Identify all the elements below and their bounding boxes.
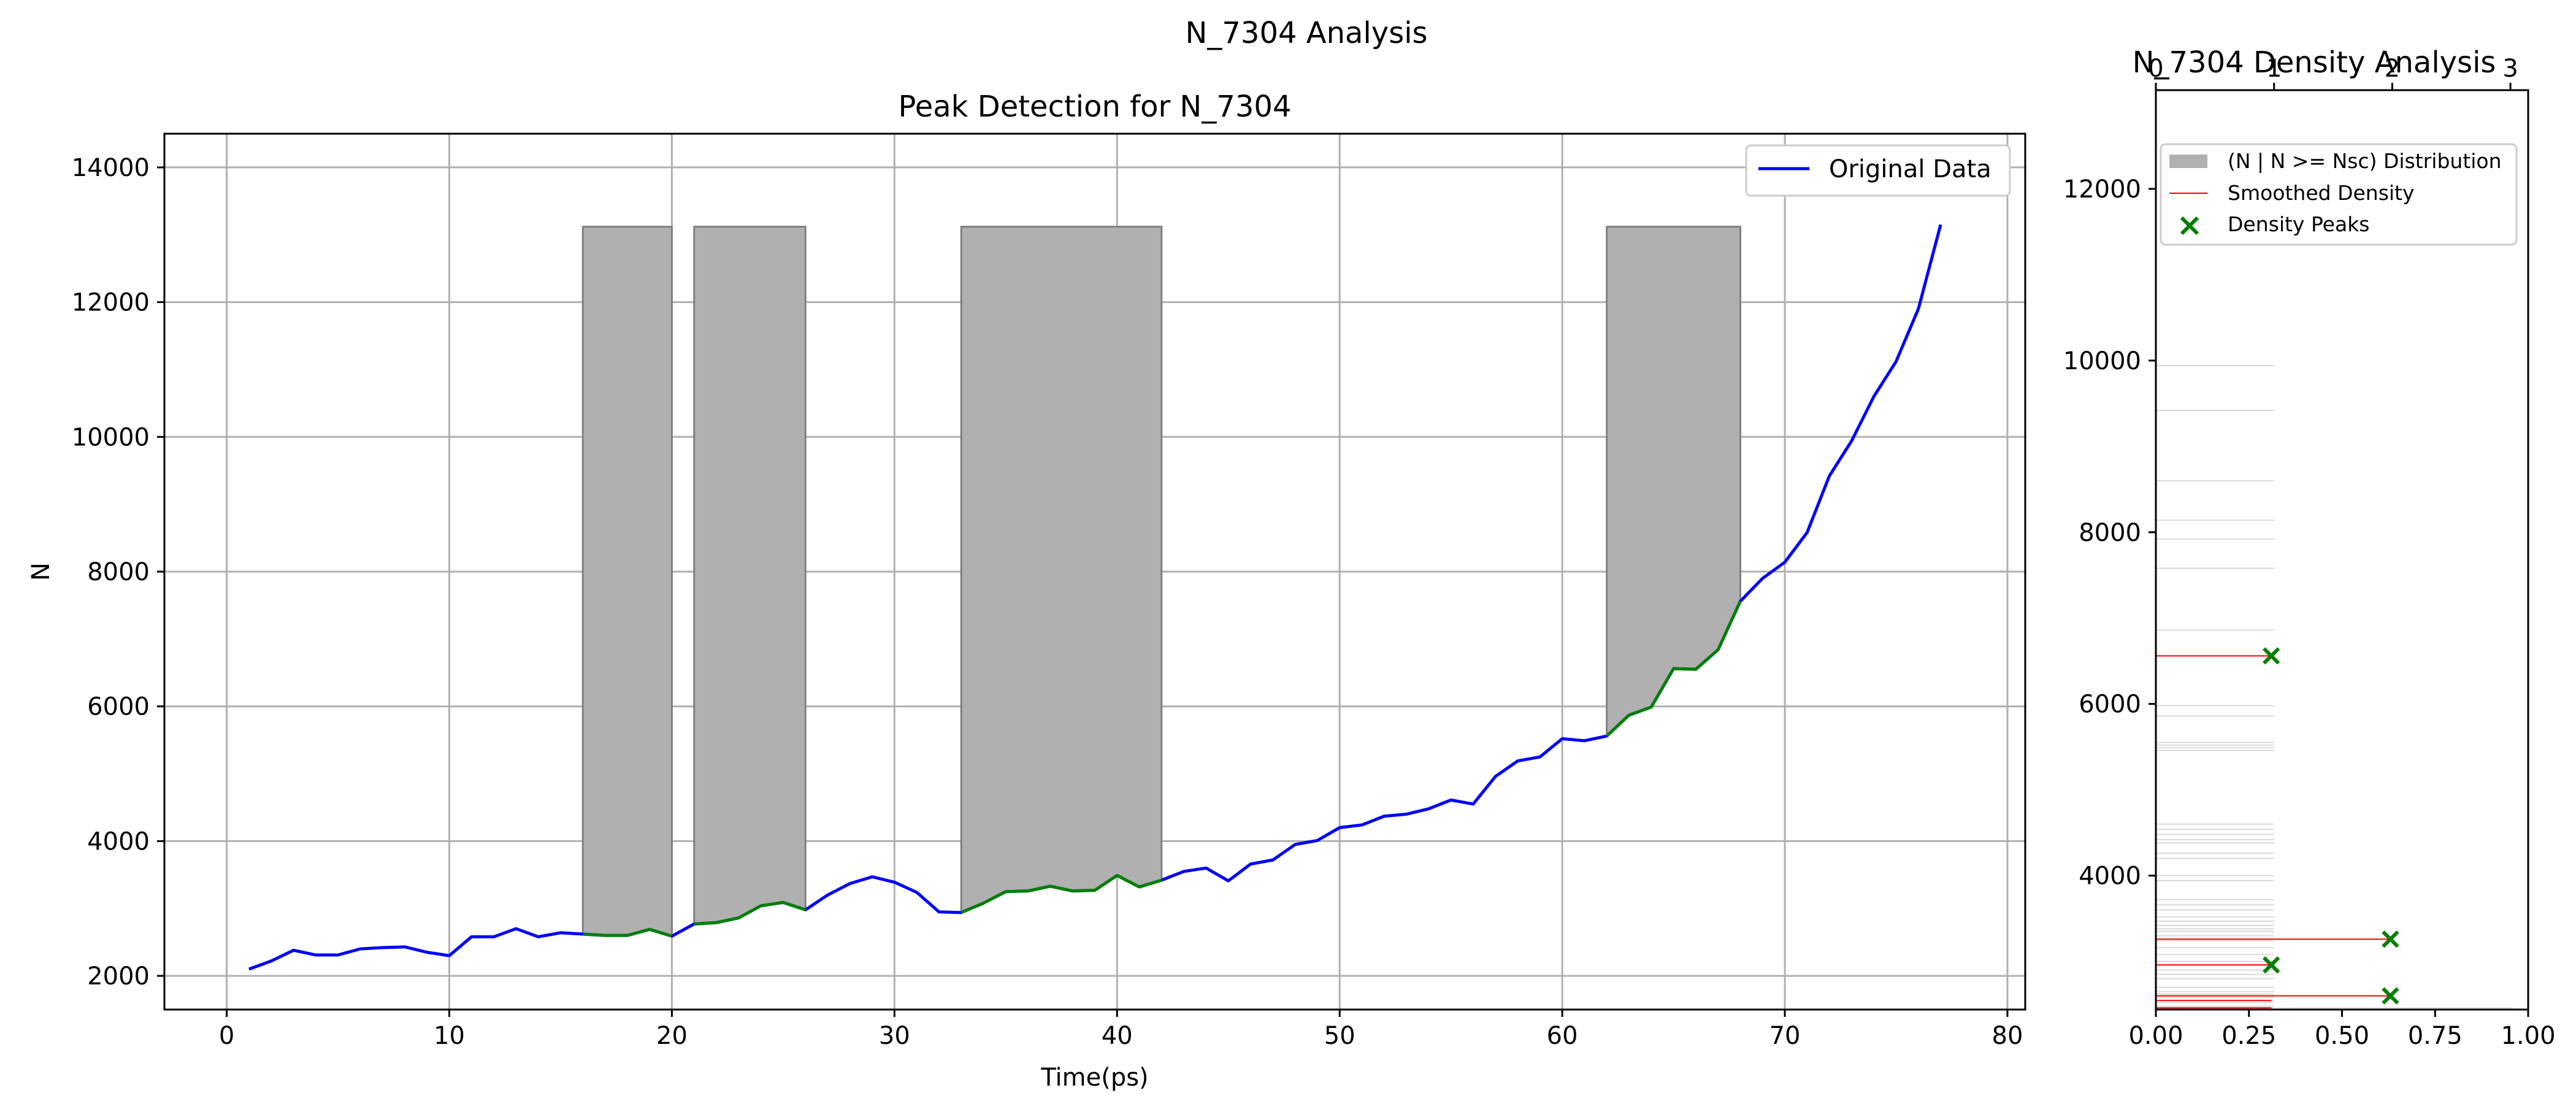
density-plot-frame (2155, 89, 2529, 1011)
density-chart: N_7304 Density Analysis 0.00 0.25 0.50 0.75… (2063, 45, 2556, 1050)
highlight-segment (694, 900, 806, 926)
shaded-regions (581, 226, 1741, 938)
density-y-tick-label: 12000 (2063, 175, 2141, 204)
y-tick-label: 12000 (72, 289, 150, 317)
main-legend: Original Data (1745, 144, 2011, 197)
x-tick-label: 0 (219, 1022, 234, 1050)
legend-distribution: (N | N >= Nsc) Distribution (2228, 149, 2502, 173)
density-peak-marker (2263, 647, 2280, 665)
density-x-tick-label: 1.00 (2501, 1022, 2555, 1050)
density-top-tick-label: 1 (2266, 55, 2282, 83)
x-tick-label: 40 (1102, 1022, 1133, 1050)
smoothed-density-lines (2156, 655, 2391, 1009)
shaded-region (1606, 226, 1741, 738)
density-peak-marker (2382, 930, 2399, 948)
density-legend-box (2160, 143, 2518, 246)
distribution-swatch (2169, 155, 2207, 168)
density-x-tick-label: 0.00 (2128, 1022, 2183, 1050)
density-x-tick-label: 0.75 (2408, 1022, 2463, 1050)
density-x-tick-label: 0.50 (2315, 1022, 2369, 1050)
legend-density-peaks: Density Peaks (2228, 212, 2370, 236)
highlight-segment (960, 873, 1162, 914)
main-chart-title: Peak Detection for N_7304 (899, 90, 1292, 124)
y-axis-label: N (27, 562, 55, 581)
main-line-chart: Peak Detection for N_7304 0 10 20 30 40 50 60 7… (27, 90, 2026, 1092)
density-legend: (N | N >= Nsc) Distribution Smoothed Den… (2160, 143, 2518, 246)
highlight-segment (583, 927, 673, 938)
x-axis-label: Time(ps) (1040, 1064, 1148, 1092)
y-tick-label: 6000 (87, 693, 150, 721)
density-y-tick-label: 8000 (2079, 519, 2141, 547)
shaded-region (960, 226, 1163, 914)
x-tick-label: 50 (1324, 1022, 1355, 1050)
shaded-region (693, 226, 807, 926)
main-series (248, 224, 1942, 971)
x-tick-label: 20 (656, 1022, 688, 1050)
density-top-tick-label: 0 (2148, 55, 2163, 83)
legend-original-data: Original Data (1829, 155, 1991, 183)
density-chart-title: N_7304 Density Analysis (2133, 45, 2496, 80)
density-peak-markers (2263, 647, 2399, 1005)
y-tick-label: 10000 (72, 423, 150, 451)
y-tick-label: 2000 (87, 962, 150, 991)
main-plot-frame (163, 132, 2026, 1011)
density-y-tick-label: 6000 (2079, 691, 2141, 719)
shaded-region (581, 226, 673, 938)
y-tick-label: 8000 (87, 558, 150, 586)
density-peak-marker (2263, 956, 2280, 974)
density-tick-labels: 0.00 0.25 0.50 0.75 1.00 0 1 2 3 4000 6000 8000 1000… (2063, 55, 2556, 1050)
density-x-tick-label: 0.25 (2221, 1022, 2276, 1050)
legend-smoothed-density: Smoothed Density (2228, 181, 2415, 205)
distribution-lines (2156, 365, 2513, 1009)
x-tick-label: 70 (1769, 1022, 1801, 1050)
highlight-segment (1606, 600, 1742, 737)
density-peaks-swatch (2180, 216, 2199, 236)
y-tick-label: 14000 (72, 154, 150, 182)
density-top-tick-label: 2 (2385, 55, 2400, 83)
x-tick-label: 10 (434, 1022, 465, 1050)
main-legend-box (1745, 144, 2011, 197)
density-top-tick-label: 3 (2502, 55, 2518, 83)
density-peak-marker (2382, 987, 2399, 1005)
main-tick-labels: 0 10 20 30 40 50 60 70 80 2000 4000 6000 8000 10000 12… (72, 154, 2023, 1050)
density-y-tick-label: 4000 (2079, 862, 2141, 891)
figure-suptitle: N_7304 Analysis (1185, 16, 1427, 50)
x-tick-label: 30 (879, 1022, 910, 1050)
x-tick-label: 80 (1992, 1022, 2023, 1050)
y-tick-label: 4000 (87, 827, 150, 856)
density-y-tick-label: 10000 (2063, 347, 2141, 375)
x-tick-label: 60 (1547, 1022, 1578, 1050)
